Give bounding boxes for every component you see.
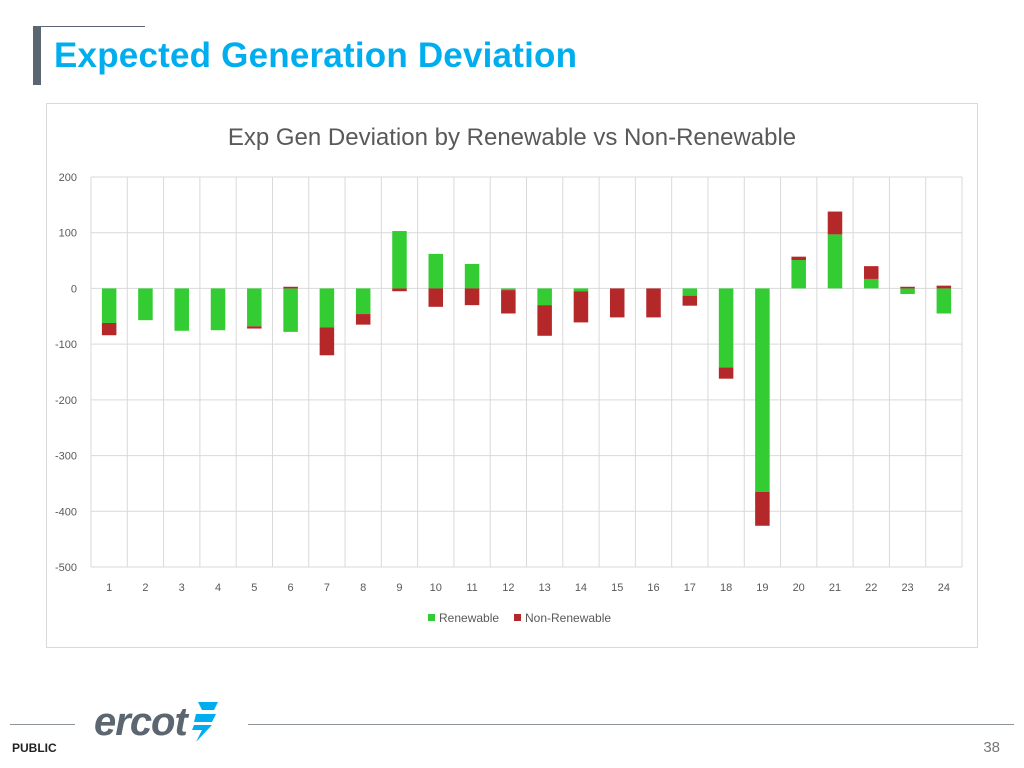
bar-renewable-11 xyxy=(464,263,480,289)
y-tick-label: 100 xyxy=(59,228,77,240)
legend-label-non-renewable: Non-Renewable xyxy=(525,611,611,625)
bar-renewable-6 xyxy=(283,288,298,332)
title-accent-line xyxy=(41,26,145,27)
bar-renewable-2 xyxy=(138,288,153,321)
bar-renewable-23 xyxy=(900,288,915,294)
bar-renewable-19 xyxy=(755,288,770,492)
bar-non-renewable-12 xyxy=(501,290,516,314)
x-tick-label: 13 xyxy=(539,582,551,594)
bar-non-renewable-21 xyxy=(827,211,843,235)
x-tick-label: 10 xyxy=(430,582,442,594)
bar-renewable-17 xyxy=(682,288,698,296)
bar-chart: Exp Gen Deviation by Renewable vs Non-Re… xyxy=(55,124,963,625)
chart-title: Exp Gen Deviation by Renewable vs Non-Re… xyxy=(228,124,796,151)
x-tick-label: 6 xyxy=(288,582,294,594)
bar-renewable-7 xyxy=(319,288,335,328)
bar-non-renewable-8 xyxy=(355,314,371,325)
bar-non-renewable-6 xyxy=(283,286,298,289)
x-tick-label: 11 xyxy=(466,582,477,594)
bar-renewable-1 xyxy=(101,288,117,323)
bar-non-renewable-9 xyxy=(392,288,407,292)
x-tick-label: 21 xyxy=(829,582,841,594)
x-tick-label: 2 xyxy=(142,582,148,594)
y-tick-label: 200 xyxy=(59,172,77,184)
bar-non-renewable-11 xyxy=(464,288,480,306)
bar-non-renewable-22 xyxy=(864,266,879,279)
x-tick-label: 1 xyxy=(106,582,112,594)
x-tick-label: 12 xyxy=(502,582,514,594)
bar-non-renewable-24 xyxy=(936,285,952,289)
bar-non-renewable-17 xyxy=(682,295,698,306)
x-tick-label: 23 xyxy=(901,582,913,594)
title-accent-bar xyxy=(33,26,41,85)
bar-renewable-21 xyxy=(827,234,843,289)
bar-renewable-13 xyxy=(537,288,552,306)
bar-non-renewable-20 xyxy=(791,256,806,261)
x-tick-label: 15 xyxy=(611,582,623,594)
y-tick-label: -400 xyxy=(55,506,77,518)
bar-renewable-9 xyxy=(392,231,407,289)
ercot-logo: ercot xyxy=(94,698,234,748)
logo-wordmark: ercot xyxy=(94,700,188,744)
y-tick-label: -300 xyxy=(55,451,77,463)
y-tick-label: -200 xyxy=(55,395,77,407)
bar-non-renewable-16 xyxy=(646,288,661,318)
bar-non-renewable-5 xyxy=(247,326,262,329)
bar-renewable-20 xyxy=(791,260,806,289)
bar-non-renewable-13 xyxy=(537,305,552,336)
x-tick-label: 18 xyxy=(720,582,732,594)
footer-rule-right xyxy=(248,724,1014,725)
bar-non-renewable-10 xyxy=(428,288,444,307)
y-tick-label: 0 xyxy=(71,283,77,295)
bar-renewable-14 xyxy=(573,288,589,292)
bar-non-renewable-19 xyxy=(755,491,770,526)
x-tick-label: 16 xyxy=(647,582,659,594)
bar-renewable-5 xyxy=(247,288,262,327)
chart-frame xyxy=(46,103,978,648)
legend-swatch-renewable xyxy=(428,614,435,621)
x-tick-label: 4 xyxy=(215,582,221,594)
legend-label-renewable: Renewable xyxy=(439,611,499,625)
x-tick-label: 24 xyxy=(938,582,950,594)
bar-renewable-4 xyxy=(210,288,226,331)
legend-swatch-non-renewable xyxy=(514,614,521,621)
x-tick-label: 3 xyxy=(179,582,185,594)
x-tick-label: 5 xyxy=(251,582,257,594)
slide-title: Expected Generation Deviation xyxy=(54,36,578,75)
bar-renewable-18 xyxy=(718,288,734,368)
bar-renewable-8 xyxy=(355,288,371,315)
bar-non-renewable-15 xyxy=(609,288,625,318)
y-tick-label: -100 xyxy=(55,339,77,351)
page-number: 38 xyxy=(983,739,1000,756)
bar-renewable-12 xyxy=(501,288,516,291)
bar-renewable-3 xyxy=(174,288,189,331)
bar-non-renewable-23 xyxy=(900,286,915,289)
bar-renewable-24 xyxy=(936,288,952,314)
x-tick-label: 7 xyxy=(324,582,330,594)
bar-non-renewable-7 xyxy=(319,327,335,356)
x-tick-label: 22 xyxy=(865,582,877,594)
x-tick-label: 8 xyxy=(360,582,366,594)
x-tick-label: 14 xyxy=(575,582,587,594)
classification-label: PUBLIC xyxy=(12,741,57,755)
bar-renewable-22 xyxy=(864,278,879,289)
ercot-lightning-icon xyxy=(192,702,218,742)
x-tick-label: 9 xyxy=(396,582,402,594)
bar-non-renewable-18 xyxy=(718,367,734,379)
bar-renewable-10 xyxy=(428,253,444,289)
x-tick-label: 20 xyxy=(793,582,805,594)
x-tick-label: 19 xyxy=(756,582,768,594)
y-tick-label: -500 xyxy=(55,562,77,574)
footer-rule-left xyxy=(10,724,75,725)
bar-non-renewable-14 xyxy=(573,291,589,323)
bar-non-renewable-1 xyxy=(101,322,117,336)
x-tick-label: 17 xyxy=(684,582,696,594)
